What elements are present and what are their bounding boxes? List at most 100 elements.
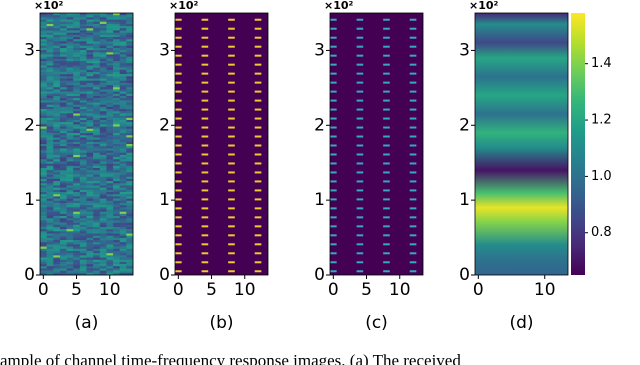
noise-cell bbox=[106, 229, 114, 232]
noise-cell bbox=[126, 111, 134, 114]
noise-cell bbox=[119, 15, 127, 18]
noise-cell bbox=[59, 250, 67, 254]
noise-cell bbox=[59, 95, 67, 99]
noise-cell bbox=[46, 93, 54, 97]
noise-cell bbox=[126, 248, 134, 252]
noise-cell bbox=[99, 148, 107, 151]
noise-cell bbox=[126, 253, 134, 256]
pilot bbox=[409, 252, 417, 255]
noise-cell bbox=[86, 95, 94, 99]
x-tick-label: 5 bbox=[361, 280, 372, 300]
noise-cell bbox=[59, 43, 67, 47]
noise-cell bbox=[59, 117, 67, 121]
noise-cell bbox=[119, 82, 127, 86]
pilot bbox=[254, 189, 262, 192]
noise-cell bbox=[113, 187, 121, 191]
noise-cell bbox=[40, 266, 47, 269]
noise-cell bbox=[79, 58, 87, 62]
noise-cell bbox=[59, 61, 67, 64]
noise-cell bbox=[59, 194, 67, 197]
noise-cell bbox=[106, 196, 114, 199]
noise-cell bbox=[79, 93, 87, 97]
noise-cell bbox=[66, 139, 74, 143]
noise-cell bbox=[106, 17, 114, 20]
noise-cell bbox=[59, 41, 67, 44]
noise-cell bbox=[40, 264, 47, 267]
noise-cell bbox=[93, 26, 101, 29]
noise-cell bbox=[59, 87, 67, 90]
noise-cell bbox=[93, 117, 101, 121]
noise-cell bbox=[119, 170, 127, 173]
noise-cell bbox=[73, 248, 81, 252]
noise-cell bbox=[113, 255, 121, 258]
offset-label: ×10² bbox=[34, 0, 64, 12]
noise-cell bbox=[40, 65, 47, 68]
noise-cell bbox=[66, 198, 74, 202]
noise-cell bbox=[46, 244, 54, 247]
pilot bbox=[254, 171, 262, 174]
noise-cell bbox=[113, 124, 121, 127]
noise-cell bbox=[126, 224, 134, 228]
noise-cell bbox=[59, 135, 67, 138]
noise-cell bbox=[93, 172, 101, 175]
noise-cell bbox=[53, 130, 61, 134]
pilot bbox=[383, 27, 390, 30]
pilot bbox=[330, 180, 337, 183]
x-tick-label: 0 bbox=[328, 280, 339, 300]
pilot bbox=[409, 189, 417, 192]
noise-cell bbox=[66, 220, 74, 223]
noise-cell bbox=[53, 71, 61, 75]
noise-cell bbox=[126, 122, 134, 125]
noise-cell bbox=[53, 222, 61, 226]
noise-cell bbox=[40, 30, 47, 33]
pilot bbox=[409, 72, 417, 75]
noise-cell bbox=[73, 93, 81, 97]
noise-cell bbox=[126, 67, 134, 71]
noise-cell bbox=[66, 229, 74, 232]
noise-cell bbox=[53, 237, 61, 241]
noise-cell bbox=[86, 202, 94, 206]
pilot bbox=[175, 72, 182, 75]
noise-cell bbox=[113, 82, 121, 86]
pilot bbox=[356, 234, 364, 237]
noise-cell bbox=[119, 178, 127, 182]
noise-cell bbox=[73, 122, 81, 125]
noise-cell bbox=[66, 148, 74, 151]
pilot bbox=[383, 189, 390, 192]
noise-cell bbox=[113, 117, 121, 121]
noise-cell bbox=[59, 130, 67, 134]
pilot bbox=[356, 153, 364, 156]
pilot bbox=[254, 117, 262, 120]
noise-cell bbox=[93, 100, 101, 103]
noise-cell bbox=[93, 47, 101, 51]
noise-cell bbox=[106, 21, 114, 25]
noise-cell bbox=[59, 266, 67, 269]
noise-cell bbox=[99, 93, 107, 97]
noise-cell bbox=[53, 202, 61, 206]
pilot bbox=[356, 189, 364, 192]
pilot bbox=[356, 135, 364, 138]
noise-cell bbox=[53, 109, 61, 112]
noise-cell bbox=[53, 76, 61, 79]
noise-cell bbox=[79, 218, 87, 221]
noise-cell bbox=[113, 154, 121, 158]
noise-cell bbox=[40, 67, 47, 71]
noise-cell bbox=[66, 235, 74, 239]
noise-cell bbox=[113, 19, 121, 23]
noise-cell bbox=[59, 270, 67, 274]
noise-cell bbox=[93, 150, 101, 154]
noise-cell bbox=[86, 237, 94, 241]
noise-cell bbox=[53, 69, 61, 73]
noise-cell bbox=[99, 109, 107, 112]
pilot bbox=[330, 72, 337, 75]
noise-cell bbox=[53, 209, 61, 212]
pilot bbox=[356, 54, 364, 57]
noise-cell bbox=[106, 268, 114, 271]
noise-cell bbox=[126, 56, 134, 60]
noise-cell bbox=[79, 113, 87, 116]
noise-cell bbox=[106, 157, 114, 160]
noise-cell bbox=[113, 216, 121, 219]
noise-cell bbox=[106, 41, 114, 44]
noise-cell bbox=[106, 224, 114, 228]
noise-cell bbox=[99, 192, 107, 195]
